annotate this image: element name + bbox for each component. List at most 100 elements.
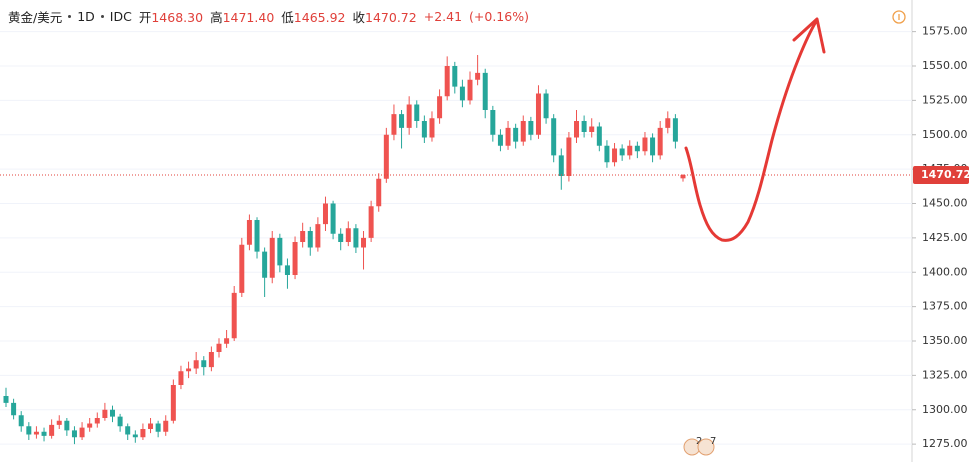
y-tick-label: 1350.00 [922,334,968,347]
candle-body [650,137,656,156]
field-label: 收 [352,10,366,25]
candle-body [125,426,131,435]
candle-body [535,93,541,135]
event-label: 2 [696,436,702,447]
candle-body [528,121,534,135]
candle-body [262,251,268,278]
candle-body [41,431,47,436]
candle-body [269,237,275,278]
last-price-box [913,166,969,185]
candle-body [452,66,458,87]
y-tick-label: 1425.00 [922,231,968,244]
candle-body [619,148,625,156]
event-marker[interactable] [697,438,715,456]
candle-body [353,228,359,248]
candle-body [338,233,344,242]
candle-body [148,423,154,429]
candle-body [399,114,405,128]
last-price-label: 1470.72 [921,168,971,181]
candle-body [513,127,519,142]
candle-body [475,72,481,80]
candle-body [604,145,610,163]
candle-body [551,118,557,156]
y-tick-label: 1525.00 [922,93,968,106]
field-value: 1465.92 [293,10,346,25]
candle-body [429,118,435,138]
candle-body [186,368,192,372]
separator [68,15,72,18]
candle-body [94,418,100,424]
candle-body [634,145,640,152]
y-tick-label: 1300.00 [922,403,968,416]
candle-body [376,178,382,207]
arrow-head [792,17,826,54]
candle-body [421,121,427,138]
y-tick-label: 1450.00 [922,197,968,210]
candle-body [140,429,146,438]
candle-body [277,237,283,266]
candle-body [155,423,161,432]
ohlc-fields: 开1468.30 高1471.40 低1465.92 收1470.72 [139,7,424,26]
candle-body [3,396,9,403]
candle-body [672,118,678,142]
candle-body [414,104,420,121]
candle-body [109,409,115,417]
candle-body [596,126,602,146]
candle-body [231,292,237,339]
candle-body [383,134,389,179]
candle-body [520,121,526,142]
y-tick-label: 1400.00 [922,265,968,278]
candle-body [246,220,252,245]
candle-body [612,148,618,163]
candle-body [71,430,77,438]
candle-body [444,66,450,97]
field-value: 1471.40 [222,10,275,25]
candle-body [543,93,549,119]
candle-body [201,360,207,368]
candle-body [322,203,328,225]
y-tick-label: 1575.00 [922,25,968,38]
candle-body [361,237,367,248]
field-value: 1470.72 [365,10,417,25]
candle-body [56,420,62,425]
candle-body [566,137,572,176]
candle-body [307,231,313,248]
candle-body [665,118,671,128]
change: +2.41 [423,9,463,24]
candle-body [406,104,412,128]
candle-body [627,145,633,156]
y-tick-label: 1375.00 [922,300,968,313]
candle-body [330,203,336,234]
field-label: 高 [210,10,223,25]
candle-body [642,137,648,152]
arrow-stroke [684,18,819,242]
y-tick-label: 1325.00 [922,368,968,381]
candle-body [345,228,351,242]
candle-body [368,206,374,238]
candle-body [558,155,564,176]
change-percent: (+0.16%) [469,9,529,24]
candle-body [459,86,465,101]
candle-body [315,224,321,248]
candle-body [437,96,443,119]
candle-body [163,420,169,432]
candle-body [18,415,24,427]
candle-body [224,338,230,344]
candle-body [574,121,580,138]
candle-body [193,360,199,369]
candle-body [680,175,686,179]
event-label: 7 [710,436,716,447]
legend-header: 黄金/美元 1D IDC 开1468.30 高1471.40 低1465.92 收14… [8,7,529,26]
candle-body [208,352,214,368]
separator [100,15,104,18]
candle-body [482,72,488,110]
candle-body [26,426,32,435]
symbol: 黄金/美元 [8,10,63,25]
candle-body [64,420,70,431]
candle-body [87,423,93,428]
candle-body [170,385,176,421]
candle-body [49,424,55,436]
candle-body [589,126,595,132]
